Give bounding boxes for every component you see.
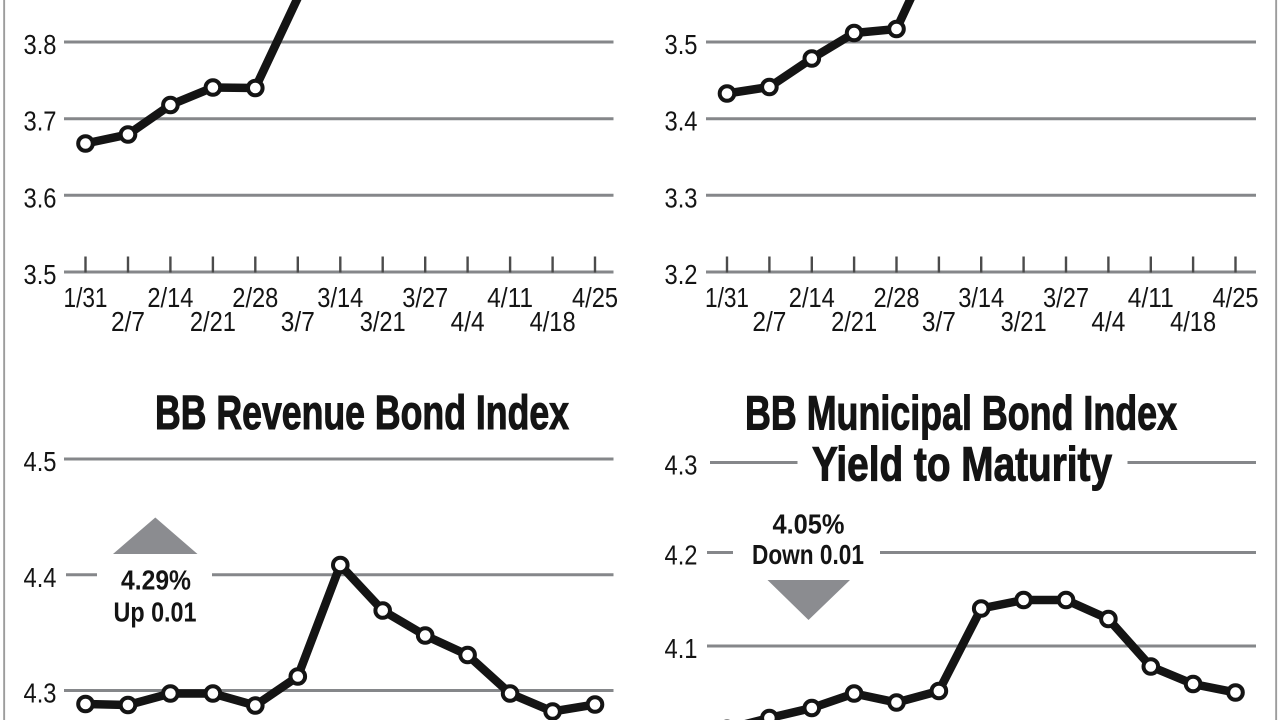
svg-text:BB Revenue Bond Index: BB Revenue Bond Index bbox=[155, 387, 569, 440]
svg-text:4/25: 4/25 bbox=[1213, 282, 1259, 313]
svg-text:3/21: 3/21 bbox=[1001, 306, 1047, 337]
svg-text:3.8: 3.8 bbox=[24, 29, 57, 60]
svg-text:3/7: 3/7 bbox=[922, 306, 956, 337]
svg-text:3/7: 3/7 bbox=[281, 306, 315, 337]
svg-text:4.4: 4.4 bbox=[24, 562, 57, 593]
svg-text:3/27: 3/27 bbox=[1043, 282, 1089, 313]
svg-text:Down 0.01: Down 0.01 bbox=[752, 539, 864, 570]
svg-text:2/7: 2/7 bbox=[752, 306, 786, 337]
svg-text:4/11: 4/11 bbox=[1128, 282, 1174, 313]
svg-text:3/14: 3/14 bbox=[958, 282, 1004, 313]
svg-text:3/21: 3/21 bbox=[360, 306, 406, 337]
svg-text:3.2: 3.2 bbox=[665, 259, 698, 290]
svg-text:4.3: 4.3 bbox=[665, 450, 698, 481]
svg-text:BB Municipal Bond Index: BB Municipal Bond Index bbox=[745, 388, 1177, 441]
svg-text:3.4: 3.4 bbox=[665, 106, 698, 137]
svg-text:3.3: 3.3 bbox=[665, 182, 698, 213]
svg-text:2/28: 2/28 bbox=[874, 282, 920, 313]
svg-text:1/31: 1/31 bbox=[705, 282, 749, 313]
svg-text:1/31: 1/31 bbox=[64, 282, 108, 313]
svg-text:4.29%: 4.29% bbox=[121, 565, 191, 596]
svg-text:2/21: 2/21 bbox=[831, 306, 877, 337]
svg-text:3/14: 3/14 bbox=[317, 282, 363, 313]
svg-text:2/7: 2/7 bbox=[111, 306, 145, 337]
svg-text:2/21: 2/21 bbox=[190, 306, 236, 337]
svg-text:4/18: 4/18 bbox=[530, 306, 576, 337]
svg-text:Up 0.01: Up 0.01 bbox=[114, 597, 197, 628]
svg-text:3.6: 3.6 bbox=[24, 182, 57, 213]
svg-text:2/14: 2/14 bbox=[147, 282, 193, 313]
svg-text:4/4: 4/4 bbox=[1091, 306, 1125, 337]
svg-text:Yield to Maturity: Yield to Maturity bbox=[812, 439, 1112, 492]
svg-text:3.7: 3.7 bbox=[24, 106, 57, 137]
svg-text:4/18: 4/18 bbox=[1170, 306, 1216, 337]
svg-text:4/11: 4/11 bbox=[487, 282, 533, 313]
svg-text:4.3: 4.3 bbox=[24, 678, 57, 709]
svg-text:4.2: 4.2 bbox=[665, 540, 698, 571]
svg-text:4/4: 4/4 bbox=[451, 306, 485, 337]
svg-text:2/14: 2/14 bbox=[789, 282, 835, 313]
svg-text:3/27: 3/27 bbox=[402, 282, 448, 313]
svg-text:2/28: 2/28 bbox=[232, 282, 278, 313]
svg-text:4/25: 4/25 bbox=[572, 282, 618, 313]
svg-text:4.1: 4.1 bbox=[665, 633, 698, 664]
svg-text:3.5: 3.5 bbox=[24, 259, 57, 290]
svg-text:4.05%: 4.05% bbox=[773, 509, 845, 540]
svg-text:4.5: 4.5 bbox=[24, 446, 57, 477]
svg-text:3.5: 3.5 bbox=[665, 29, 698, 60]
